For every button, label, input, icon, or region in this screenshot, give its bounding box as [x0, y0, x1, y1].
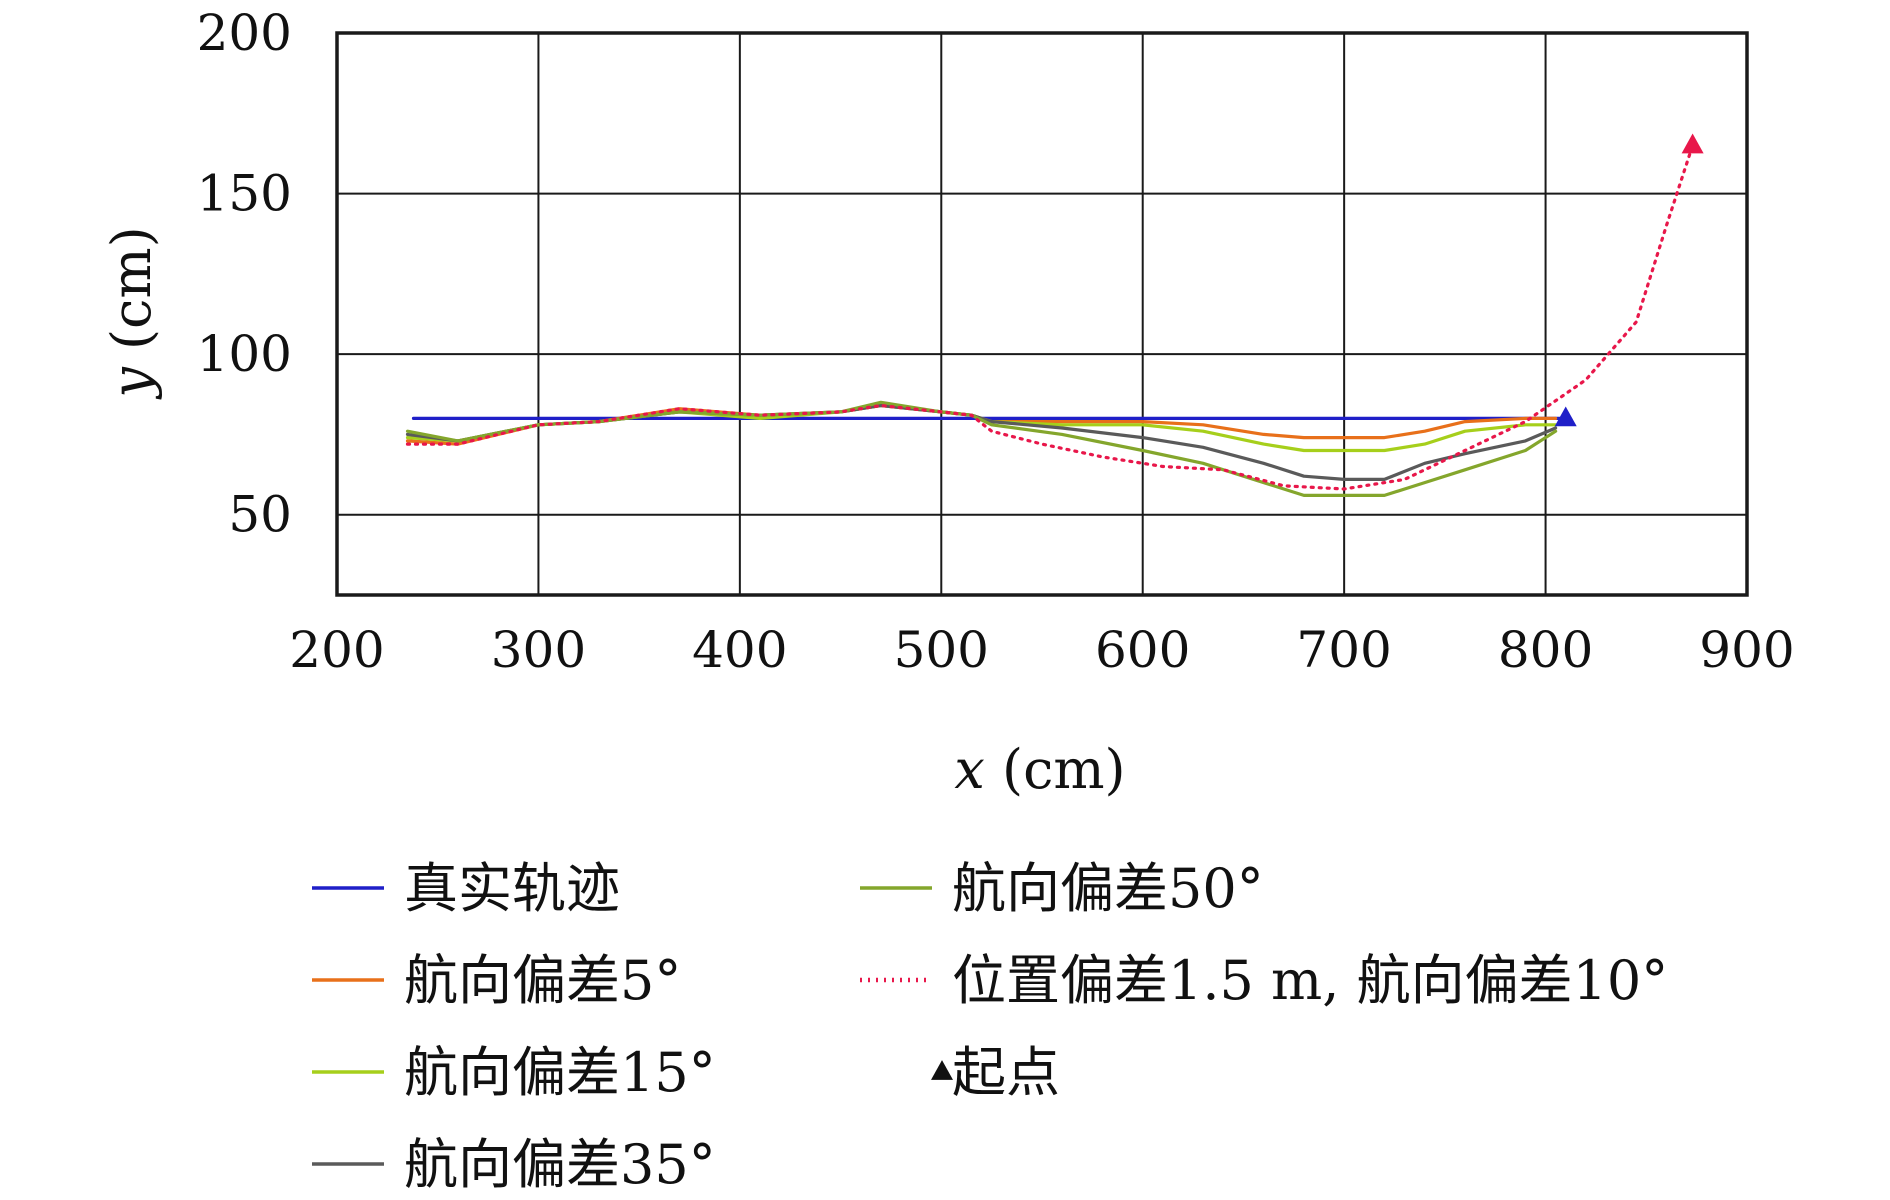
legend-label: 起点	[952, 1041, 1060, 1104]
y-tick-label: 200	[197, 4, 292, 62]
x-tick-label: 900	[1699, 621, 1794, 679]
x-tick-label: 200	[289, 621, 384, 679]
x-tick-label: 600	[1095, 621, 1190, 679]
legend-label: 真实轨迹	[404, 857, 620, 920]
legend-item: 航向偏差50°	[860, 857, 1264, 920]
legend-label: 航向偏差5°	[404, 949, 681, 1012]
legend-item: 真实轨迹	[312, 857, 620, 920]
grid	[336, 32, 1748, 595]
x-tick-label: 500	[894, 621, 989, 679]
legend-label: 航向偏差35°	[404, 1133, 716, 1196]
start-marker	[1681, 133, 1704, 154]
legend-item: 位置偏差1.5 m, 航向偏差10°	[860, 949, 1668, 1012]
start-marker	[1554, 406, 1577, 427]
x-tick-label: 800	[1498, 621, 1593, 679]
series-line-3	[405, 403, 1558, 453]
legend-marker	[931, 1060, 953, 1080]
x-axis-label: x (cm)	[954, 738, 1125, 801]
legend-item: 起点	[931, 1041, 1060, 1104]
plot-frame	[335, 31, 1749, 597]
x-tick-label: 300	[491, 621, 586, 679]
legend-label: 航向偏差50°	[952, 857, 1264, 920]
x-tick-label: 700	[1296, 621, 1391, 679]
series-line-5	[405, 400, 1558, 497]
legend-item: 航向偏差15°	[312, 1041, 716, 1104]
legend-label: 航向偏差15°	[404, 1041, 716, 1104]
x-tick-label: 400	[692, 621, 787, 679]
y-axis-label: y (cm)	[100, 226, 163, 399]
legend-label: 位置偏差1.5 m, 航向偏差10°	[952, 949, 1668, 1012]
series-line-6	[405, 143, 1695, 491]
y-tick-label: 150	[197, 165, 292, 223]
legend-item: 航向偏差35°	[312, 1133, 716, 1196]
series-line-2	[405, 403, 1558, 446]
series-line-4	[405, 403, 1558, 481]
legend-item: 航向偏差5°	[312, 949, 681, 1012]
plot-series	[405, 133, 1704, 497]
tick-labels: 200 300 400 500 600 700 800 900 50 100 150 200	[197, 4, 1795, 679]
y-tick-label: 50	[228, 486, 292, 544]
y-tick-label: 100	[197, 325, 292, 383]
